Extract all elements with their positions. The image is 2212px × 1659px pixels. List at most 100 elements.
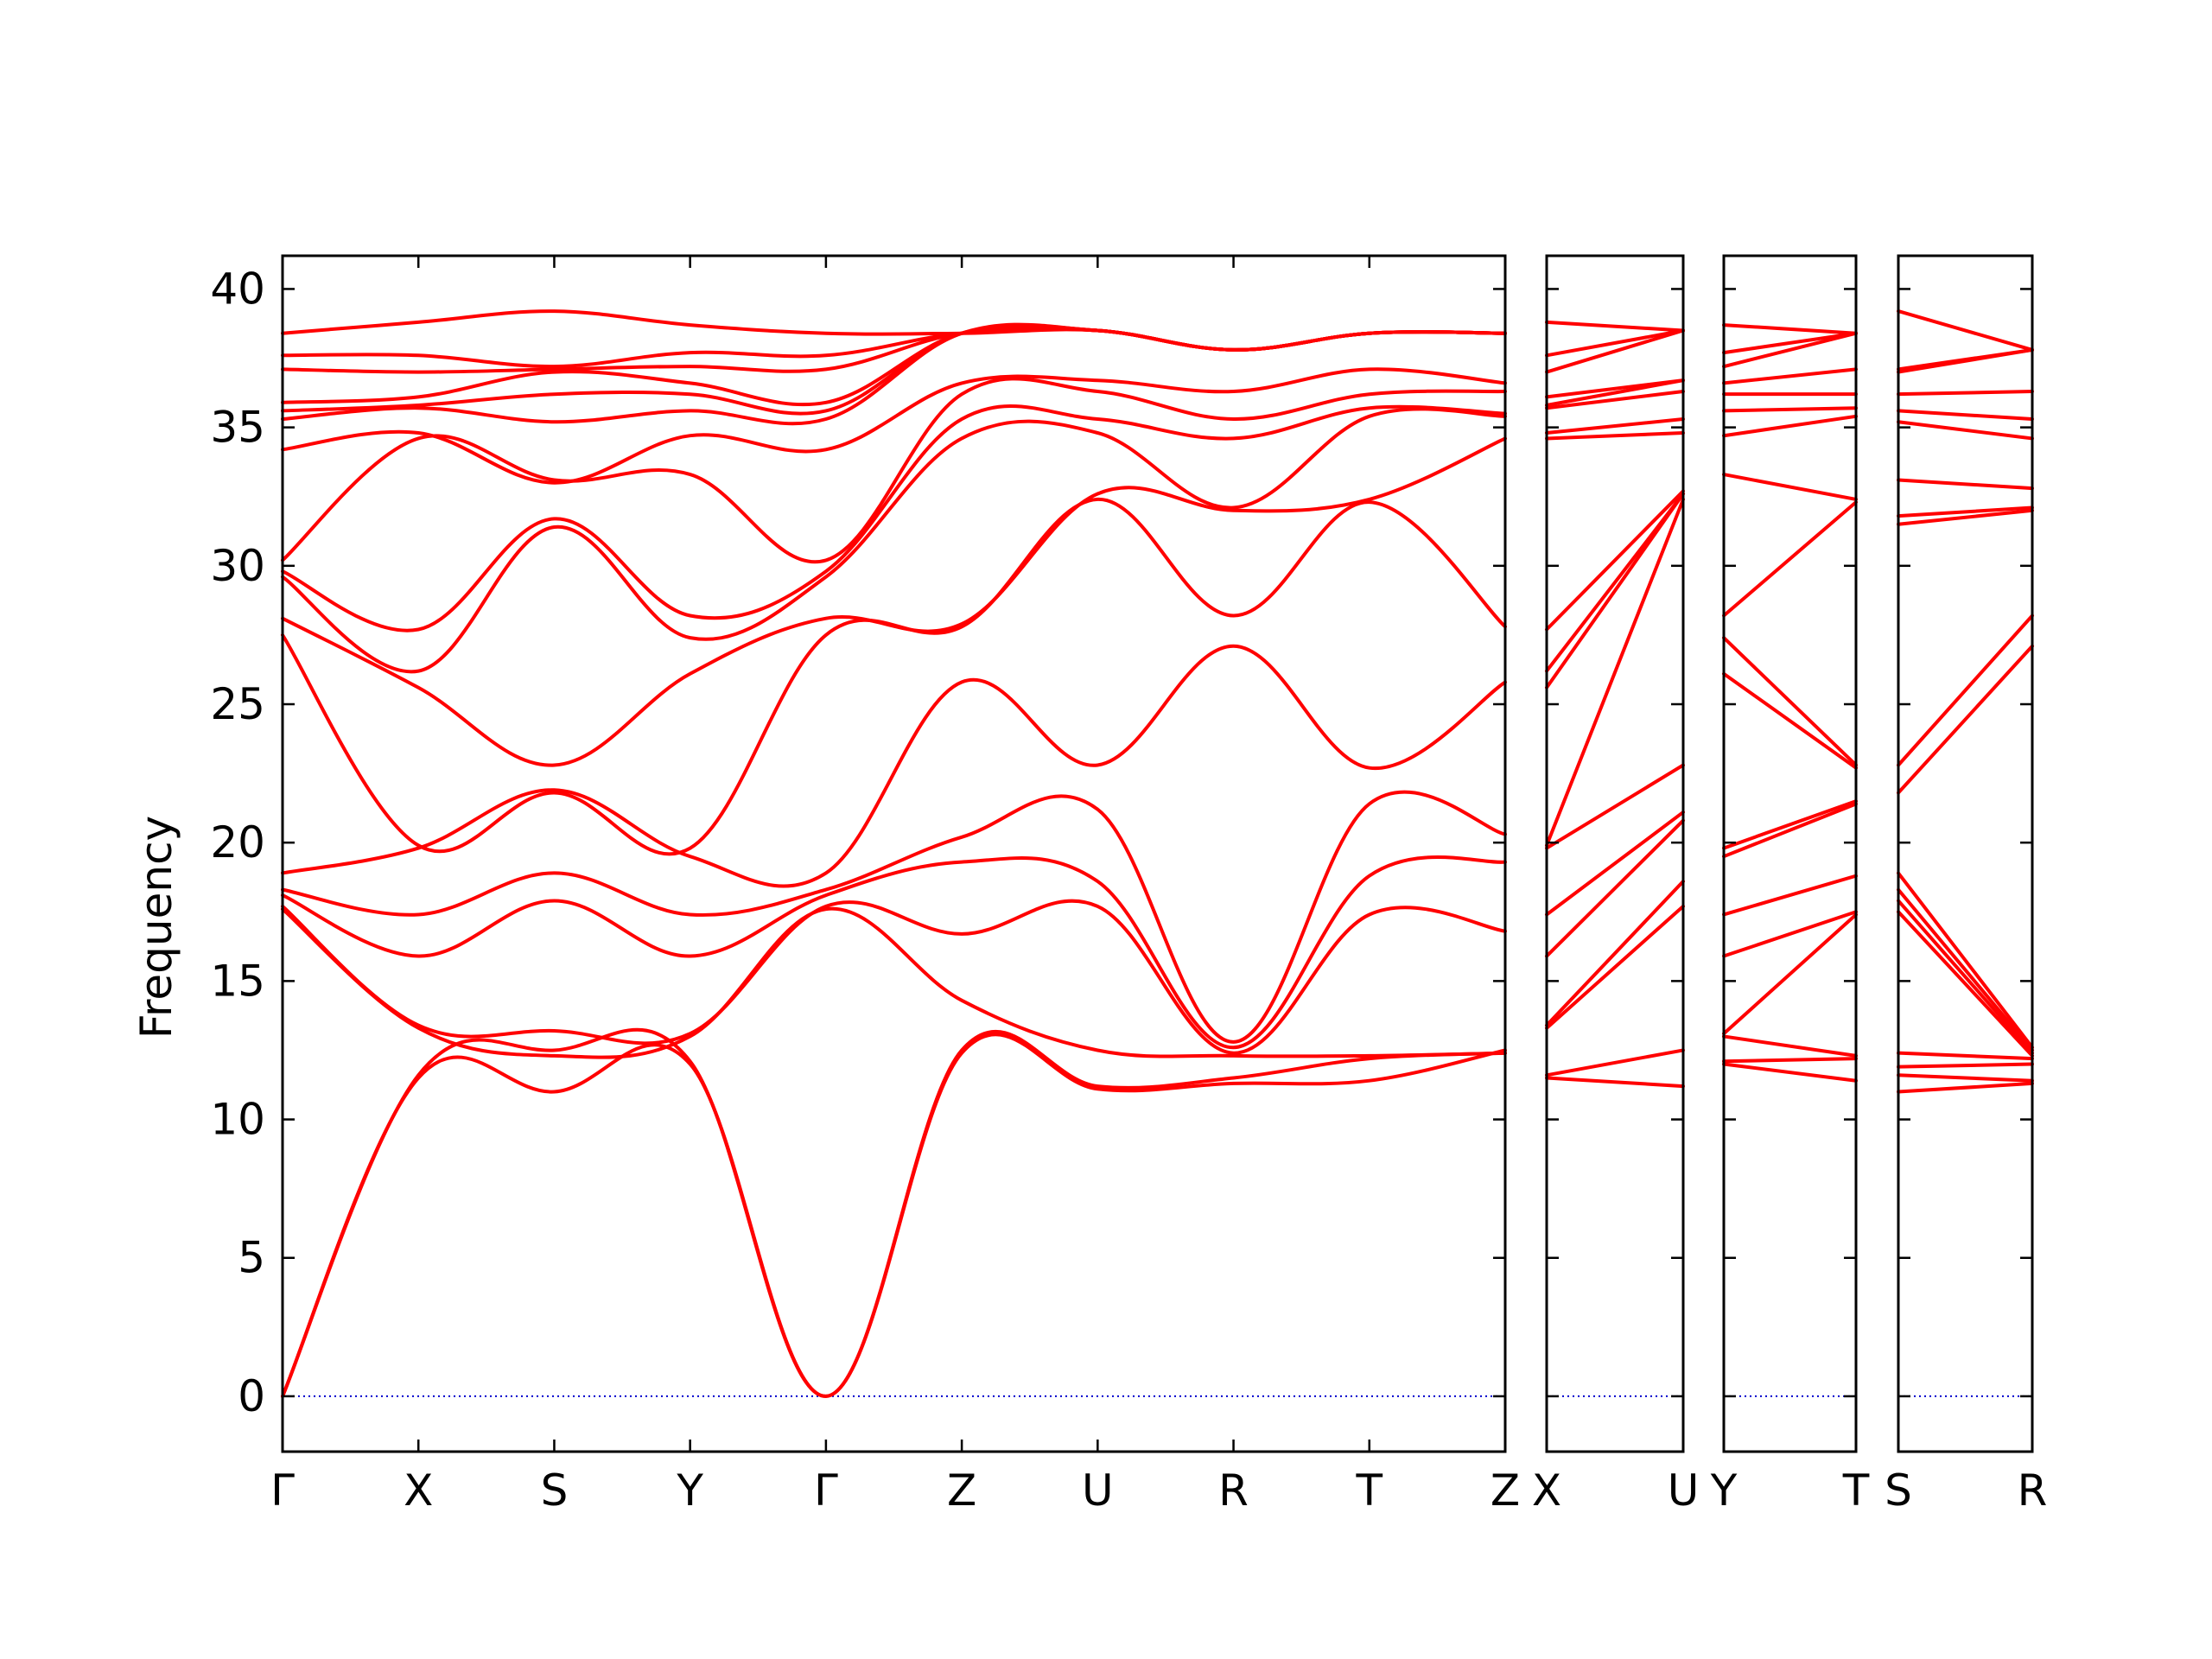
band-line-13 (1897, 478, 2034, 491)
x-tick-label: R (2018, 1465, 2048, 1516)
band-line-4 (1897, 1051, 2034, 1061)
band-line-1 (1545, 1076, 1685, 1089)
x-tick-label: X (404, 1465, 433, 1516)
band-line-19 (281, 309, 1507, 352)
band-line-7 (281, 644, 1507, 888)
y-tick-label: 5 (238, 1233, 265, 1283)
x-tick-label: Y (1710, 1465, 1738, 1516)
x-tick-label: Y (676, 1465, 703, 1516)
x-tick-label: S (541, 1465, 569, 1516)
band-line-10 (281, 407, 1507, 674)
band-line-16 (1722, 367, 1858, 385)
band-line-19 (1722, 323, 1858, 335)
x-tick-label: X (1532, 1465, 1561, 1516)
band-line-6 (1722, 874, 1858, 917)
x-tick-label: Z (1491, 1465, 1520, 1516)
band-line-12 (1897, 505, 2034, 518)
band-line-3 (281, 906, 1507, 1059)
band-line-11 (281, 404, 1507, 632)
band-line-10 (1897, 613, 2034, 767)
band-line-4 (1545, 880, 1685, 1027)
band-line-17 (1722, 331, 1858, 369)
band-line-16 (1545, 378, 1685, 399)
band-line-1 (281, 1033, 1507, 1398)
band-line-2 (1722, 1057, 1858, 1064)
band-line-10 (1722, 636, 1858, 767)
x-tick-label: T (1842, 1465, 1870, 1516)
band-line-3 (1545, 904, 1685, 1030)
band-line-13 (1545, 417, 1685, 435)
plot-frame (1545, 254, 1685, 1453)
band-line-9 (1897, 644, 2034, 795)
y-tick-label: 15 (210, 956, 265, 1006)
y-tick-label: 10 (210, 1095, 265, 1145)
band-line-5 (1897, 910, 2034, 1058)
band-line-5 (1722, 910, 1858, 958)
y-tick-label: 0 (238, 1371, 265, 1421)
band-line-4 (1722, 912, 1858, 1036)
x-tick-label: R (1218, 1465, 1249, 1516)
y-tick-label: 20 (210, 817, 265, 868)
band-line-11 (1545, 489, 1685, 632)
plot-frame (281, 254, 1507, 1453)
band-line-6 (1897, 899, 2034, 1055)
band-line-16 (1897, 389, 2034, 397)
band-line-3 (1897, 1062, 2034, 1069)
band-line-5 (281, 855, 1507, 1050)
band-line-6 (1545, 810, 1685, 917)
band-line-10 (1545, 492, 1685, 673)
y-tick-label: 25 (210, 679, 265, 729)
x-tick-label: S (1885, 1465, 1912, 1516)
band-line-8 (1545, 497, 1685, 848)
band-line-12 (1722, 473, 1858, 501)
y-tick-label: 40 (210, 264, 265, 314)
y-tick-label: 35 (210, 403, 265, 453)
band-line-13 (281, 367, 1507, 485)
band-line-13 (1722, 414, 1858, 438)
band-line-15 (1897, 409, 2034, 422)
band-line-12 (281, 377, 1507, 564)
band-line-7 (1545, 763, 1685, 850)
band-line-14 (1545, 389, 1685, 410)
band-line-11 (1897, 508, 2034, 526)
band-line-18 (1545, 328, 1685, 358)
x-tick-label: Z (947, 1465, 976, 1516)
band-line-6 (281, 790, 1507, 1044)
y-tick-label: 30 (210, 541, 265, 591)
x-tick-label: U (1082, 1465, 1114, 1516)
band-line-14 (1897, 420, 2034, 441)
band-line-12 (1545, 431, 1685, 441)
y-axis-label: Frequency (131, 816, 181, 1039)
band-line-11 (1722, 500, 1858, 618)
band-line-19 (1545, 320, 1685, 333)
band-line-7 (1722, 802, 1858, 859)
band-line-9 (281, 436, 1507, 767)
band-line-1 (1897, 1081, 2034, 1094)
x-tick-label: Γ (270, 1465, 295, 1516)
band-line-1 (1722, 1062, 1858, 1083)
band-line-2 (1897, 1073, 2034, 1083)
band-line-8 (1722, 799, 1858, 850)
plot-frame (1722, 254, 1858, 1453)
x-tick-label: T (1356, 1465, 1383, 1516)
plot-frame (1897, 254, 2034, 1453)
band-line-17 (1545, 328, 1685, 374)
band-line-8 (1897, 871, 2034, 1050)
x-tick-label: U (1668, 1465, 1700, 1516)
x-tick-label: Γ (814, 1465, 838, 1516)
band-line-9 (1722, 671, 1858, 770)
band-line-4 (281, 899, 1507, 1055)
panel-1: Γ X S Y Γ Z U R T Z 0 5 10 15 20 25 30 35 40 (210, 254, 1520, 1516)
band-line-2 (1545, 1048, 1685, 1077)
band-line-19 (1897, 309, 2034, 352)
band-line-5 (1545, 818, 1685, 958)
band-line-3 (1722, 1034, 1858, 1058)
band-line-18 (1897, 347, 2034, 372)
band-line-18 (1722, 331, 1858, 355)
band-line-8 (281, 497, 1507, 856)
band-line-7 (1897, 887, 2034, 1052)
